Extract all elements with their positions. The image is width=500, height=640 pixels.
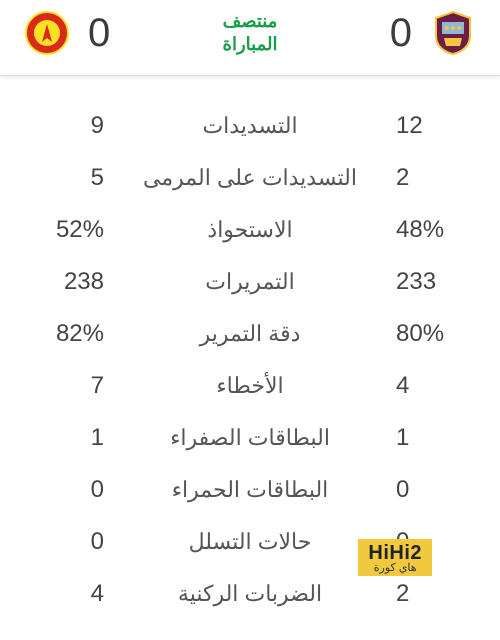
stat-label: دقة التمرير (104, 321, 396, 347)
stat-value-team2: 233 (396, 268, 476, 296)
stat-label: حالات التسلل (104, 529, 396, 555)
watermark-bottom: هاي كورة (368, 563, 422, 574)
watermark-badge: HiHi2 هاي كورة (358, 539, 432, 576)
stat-row: 4الأخطاء7 (24, 360, 476, 412)
stat-row: 1البطاقات الصفراء1 (24, 412, 476, 464)
stat-label: التسديدات على المرمى (104, 165, 396, 191)
stat-value-team2: 2 (396, 580, 476, 608)
match-status: منتصف المباراة (223, 10, 278, 57)
stat-row: 2التسديدات على المرمى5 (24, 152, 476, 204)
stat-value-team1: 52% (24, 216, 104, 244)
stat-value-team1: 82% (24, 320, 104, 348)
stat-value-team2: 80% (396, 320, 476, 348)
stat-value-team1: 5 (24, 164, 104, 192)
stat-value-team2: 12 (396, 112, 476, 140)
team2-block: 0 (24, 10, 110, 56)
stat-label: البطاقات الصفراء (104, 425, 396, 451)
stat-label: البطاقات الحمراء (104, 477, 396, 503)
stat-value-team1: 7 (24, 372, 104, 400)
scoreboard-header: 0 منتصف المباراة 0 (0, 0, 500, 76)
team1-score: 0 (390, 11, 412, 56)
stat-value-team1: 1 (24, 424, 104, 452)
stat-value-team2: 4 (396, 372, 476, 400)
stat-value-team2: 1 (396, 424, 476, 452)
stat-row: 0البطاقات الحمراء0 (24, 464, 476, 516)
manutd-crest-icon (24, 10, 70, 56)
stat-row: 233التمريرات238 (24, 256, 476, 308)
stat-row: 80%دقة التمرير82% (24, 308, 476, 360)
status-line-2: المباراة (223, 33, 278, 56)
stat-label: الضربات الركنية (104, 581, 396, 607)
stat-value-team1: 0 (24, 528, 104, 556)
stat-label: الأخطاء (104, 373, 396, 399)
stat-value-team1: 0 (24, 476, 104, 504)
status-line-1: منتصف (223, 10, 278, 33)
team1-block: 0 (390, 10, 476, 56)
stat-label: التمريرات (104, 269, 396, 295)
stat-value-team1: 9 (24, 112, 104, 140)
stat-label: التسديدات (104, 113, 396, 139)
stat-value-team2: 0 (396, 476, 476, 504)
watermark-top: HiHi2 (368, 543, 422, 563)
stat-value-team2: 48% (396, 216, 476, 244)
stat-value-team1: 238 (24, 268, 104, 296)
burnley-crest-icon (430, 10, 476, 56)
team2-score: 0 (88, 11, 110, 56)
stat-value-team1: 4 (24, 580, 104, 608)
stat-row: 48%الاستحواذ52% (24, 204, 476, 256)
stat-label: الاستحواذ (104, 217, 396, 243)
stat-value-team2: 2 (396, 164, 476, 192)
stat-row: 12التسديدات9 (24, 100, 476, 152)
